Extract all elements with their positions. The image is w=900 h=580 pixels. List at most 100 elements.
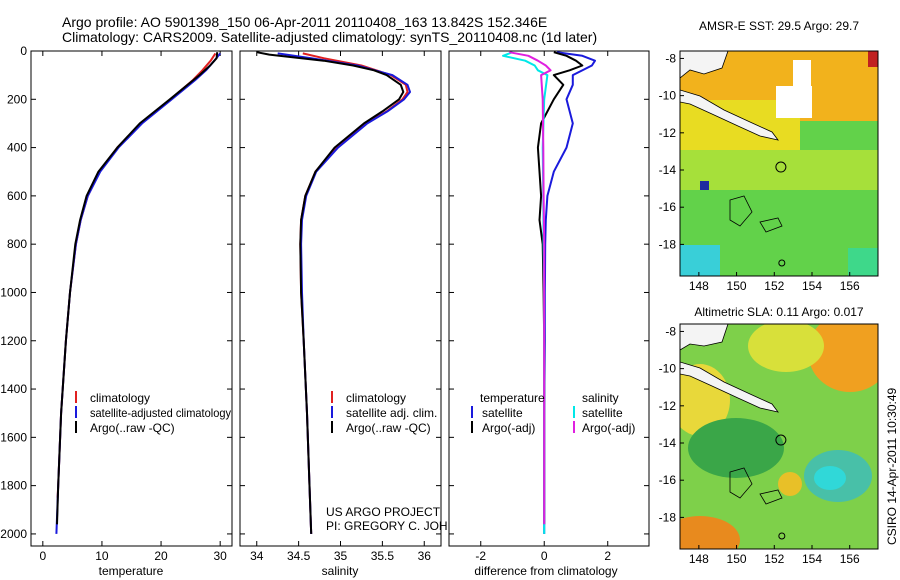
sst-cool-corner xyxy=(848,248,878,276)
y-tick-label: 1400 xyxy=(0,382,27,396)
lat-tick-label: -18 xyxy=(659,237,677,251)
temperature-y-axis: 0 200 400 600 800 1000 1200 1400 1600 1800 2000 xyxy=(0,44,232,541)
sla-map-markers xyxy=(775,434,787,540)
sla-high-anomaly xyxy=(680,516,740,549)
lat-tick-label: -10 xyxy=(659,89,677,103)
sst-cold-cell xyxy=(700,181,709,190)
difference-legend: temperature salinity satellite Argo(-adj… xyxy=(471,391,635,435)
y-tick-label: 1800 xyxy=(0,479,27,493)
temperature-panel: 0 200 400 600 800 1000 1200 1400 1600 1800 2000 0 1… xyxy=(0,44,233,578)
sst-coastline xyxy=(729,195,753,227)
legend-label-temp-argo: Argo(-adj) xyxy=(482,421,535,435)
temperature-x-label: temperature xyxy=(99,564,164,578)
legend-label-argo: Argo(..raw -QC) xyxy=(90,421,175,435)
lat-tick-label: -14 xyxy=(659,163,677,177)
reference-marker xyxy=(778,259,786,267)
legend-label-climatology: climatology xyxy=(90,391,150,405)
x-tick-label: 10 xyxy=(95,549,109,563)
lon-tick-label: 150 xyxy=(727,279,747,293)
legend-title-temperature: temperature xyxy=(480,391,545,405)
float-position-marker xyxy=(775,161,787,173)
x-tick-label: -2 xyxy=(475,549,486,563)
sla-low-anomaly xyxy=(688,418,784,478)
series-line-argo-raw-qc xyxy=(56,52,219,525)
sla-coastline xyxy=(729,467,753,499)
y-tick-label: 400 xyxy=(7,141,27,155)
lat-tick-label: -8 xyxy=(665,51,676,65)
difference-axes-frame xyxy=(448,50,650,547)
x-tick-label: 0 xyxy=(541,549,548,563)
lon-tick-label: 148 xyxy=(689,552,709,566)
x-tick-label: 35 xyxy=(334,549,348,563)
sla-map-panel: Altimetric SLA: 0.11 Argo: 0.017 148 150 1… xyxy=(659,305,879,566)
y-tick-label: 200 xyxy=(7,92,27,106)
sla-high-anomaly xyxy=(748,324,824,372)
side-timestamp: CSIRO 14-Apr-2011 10:30:49 xyxy=(885,387,899,545)
lat-tick-label: -12 xyxy=(659,126,677,140)
figure-title-line1: Argo profile: AO 5901398_150 06-Apr-2011… xyxy=(62,14,547,30)
lon-tick-label: 154 xyxy=(802,279,822,293)
salinity-panel: 34 34.5 35 35.5 36 salinity climatology sate… xyxy=(239,50,482,578)
sla-high-anomaly xyxy=(778,472,802,496)
reference-marker xyxy=(778,532,786,540)
legend-label-argo: Argo(..raw -QC) xyxy=(346,421,431,435)
y-tick-label: 1200 xyxy=(0,334,27,348)
series-line-argo-raw-qc xyxy=(256,51,405,534)
sst-missing-data xyxy=(776,86,812,118)
credit-line2: PI: GREGORY C. JOHNSON xyxy=(326,519,482,533)
y-tick-label: 0 xyxy=(20,44,27,58)
sla-map-frame xyxy=(679,323,879,550)
y-tick-label: 1000 xyxy=(0,285,27,299)
sst-mid-band xyxy=(680,150,878,190)
sst-hot-cell xyxy=(868,51,878,67)
sst-map-title: AMSR-E SST: 29.5 Argo: 29.7 xyxy=(699,19,859,33)
temperature-axes-frame xyxy=(30,50,233,547)
x-tick-label: 36 xyxy=(418,549,432,563)
x-tick-label: 34 xyxy=(250,549,264,563)
sla-map-title: Altimetric SLA: 0.11 Argo: 0.017 xyxy=(694,305,864,319)
legend-label-temp-satellite: satellite xyxy=(482,406,523,420)
x-tick-label: 35.5 xyxy=(371,549,395,563)
legend-label-sal-argo: Argo(-adj) xyxy=(582,421,635,435)
sst-map-panel: AMSR-E SST: 29.5 Argo: 29.7 148 150 152 154… xyxy=(659,19,879,293)
sla-coastline xyxy=(759,489,783,505)
sst-missing-data xyxy=(793,60,811,86)
salinity-x-label: salinity xyxy=(322,564,359,578)
lat-tick-label: -16 xyxy=(659,473,677,487)
y-tick-label: 1600 xyxy=(0,430,27,444)
y-tick-label: 600 xyxy=(7,189,27,203)
difference-series xyxy=(502,51,596,534)
legend-label-satellite-adjusted: satellite-adjusted climatology xyxy=(90,406,231,420)
sla-map-axes: 148 150 152 154 156 -8 -10 -12 -14 -16 -18 xyxy=(659,324,860,566)
sst-map-axes: 148 150 152 154 156 -8 -10 -12 -14 -16 -18 xyxy=(659,51,860,293)
y-tick-label: 800 xyxy=(7,237,27,251)
lon-tick-label: 152 xyxy=(764,552,784,566)
sla-low-anomaly xyxy=(814,466,846,490)
lon-tick-label: 152 xyxy=(764,279,784,293)
legend-title-salinity: salinity xyxy=(582,391,619,405)
lat-tick-label: -10 xyxy=(659,362,677,376)
sst-coastline xyxy=(680,51,729,79)
salinity-x-axis: 34 34.5 35 35.5 36 xyxy=(240,50,441,563)
lon-tick-label: 156 xyxy=(840,279,860,293)
difference-x-label: difference from climatology xyxy=(474,564,617,578)
temperature-legend: climatology satellite-adjusted climatolo… xyxy=(75,391,231,435)
sla-coastline xyxy=(680,324,729,351)
legend-label-sal-satellite: satellite xyxy=(582,406,623,420)
series-line-salinity-argo-adj xyxy=(509,51,552,525)
salinity-legend: climatology satellite adj. clim. Argo(..… xyxy=(331,391,437,435)
lon-tick-label: 150 xyxy=(727,552,747,566)
lat-tick-label: -12 xyxy=(659,399,677,413)
lat-tick-label: -14 xyxy=(659,436,677,450)
lon-tick-label: 148 xyxy=(689,279,709,293)
difference-panel: -2 0 2 difference from climatology tempera… xyxy=(448,50,650,578)
salinity-series xyxy=(256,51,411,534)
lon-tick-label: 156 xyxy=(840,552,860,566)
x-tick-label: 30 xyxy=(213,549,227,563)
legend-label-climatology: climatology xyxy=(346,391,406,405)
temperature-x-axis: 0 10 20 30 xyxy=(39,51,227,563)
credit-line1: US ARGO PROJECT xyxy=(326,505,441,519)
sst-map-field xyxy=(680,51,878,276)
float-position-marker xyxy=(775,434,787,446)
